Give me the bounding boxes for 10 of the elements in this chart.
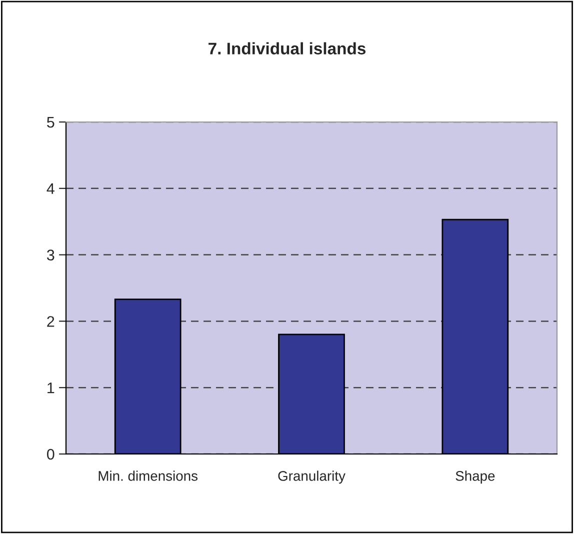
x-tick-label: Shape — [456, 470, 495, 484]
y-tick-label: 0 — [46, 448, 54, 460]
y-tick-label: 4 — [46, 183, 54, 194]
y-tick-label: 1 — [48, 382, 54, 394]
x-tick-label: Min. dimensions — [98, 470, 198, 481]
x-tick-label: Granularity — [278, 470, 346, 484]
y-tick-label: 5 — [47, 117, 54, 128]
y-tick-label: 3 — [46, 250, 54, 260]
chart-title: 7. Individual islands — [208, 42, 366, 54]
y-tick-label: 2 — [47, 316, 54, 327]
